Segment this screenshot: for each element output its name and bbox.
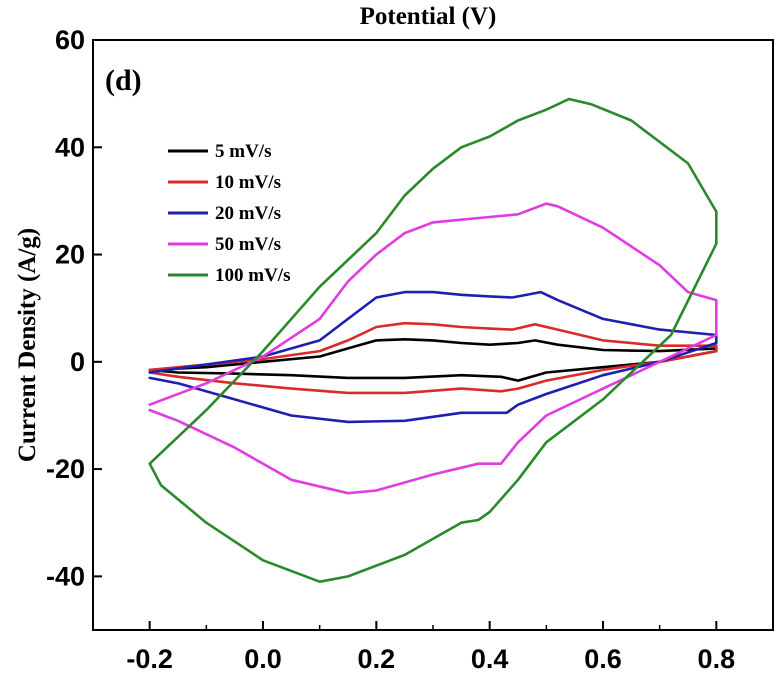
x-tick-label: 0.6	[584, 644, 622, 674]
y-tick-labels: 60 40 20 0 -20 -40	[46, 25, 85, 591]
axis-ticks	[92, 39, 774, 630]
y-tick-label: -40	[46, 561, 85, 591]
legend-label: 20 mV/s	[215, 203, 281, 224]
y-tick-label: -20	[46, 454, 85, 484]
series-line-1	[148, 337, 718, 382]
series-line-2	[148, 321, 718, 395]
x-tick-label: 0.0	[244, 644, 282, 674]
x-tick-label: 0.2	[358, 644, 396, 674]
y-tick-label: 40	[55, 132, 85, 162]
x-tick-label: 0.8	[698, 644, 736, 674]
series-line-5	[148, 97, 718, 584]
chart-title: Potential (V)	[360, 3, 497, 30]
panel-label: (d)	[105, 64, 142, 97]
x-tick-label: 0.4	[471, 644, 509, 674]
legend-label: 10 mV/s	[215, 172, 281, 193]
legend-label: 50 mV/s	[215, 234, 281, 255]
y-tick-label: 20	[55, 240, 85, 270]
x-tick-labels: -0.2 0.0 0.2 0.4 0.6 0.8	[126, 644, 735, 674]
y-axis-label: Current Density (A/g)	[14, 228, 41, 462]
y-tick-label: 0	[70, 347, 85, 377]
y-tick-label: 60	[55, 25, 85, 55]
legend-label: 5 mV/s	[215, 141, 271, 162]
legend: 5 mV/s 10 mV/s 20 mV/s 50 mV/s 100 mV/s	[168, 141, 290, 286]
legend-label: 100 mV/s	[215, 265, 290, 286]
x-tick-label: -0.2	[126, 644, 173, 674]
series-lines	[148, 97, 718, 584]
series-line-3	[148, 290, 718, 424]
series-line-4	[148, 202, 718, 495]
